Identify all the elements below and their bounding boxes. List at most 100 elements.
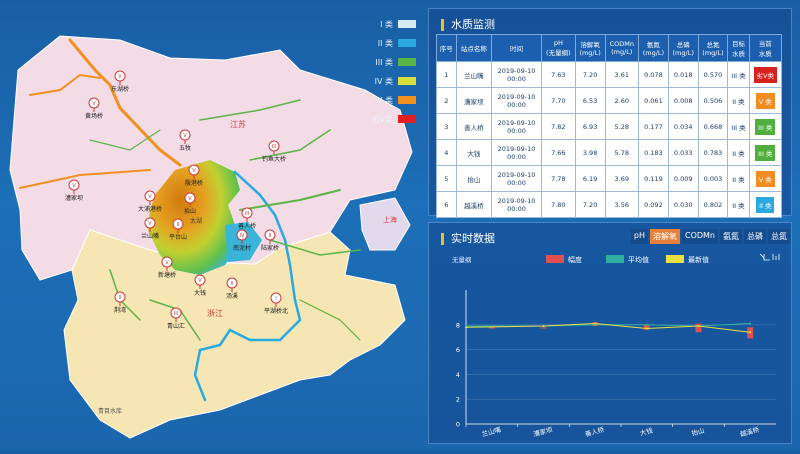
- cell-ph: 7.63: [540, 61, 576, 88]
- current-class-badge: V 类: [755, 92, 775, 109]
- station-marker[interactable]: V 兰山嘴: [141, 217, 159, 240]
- cell-target: II 类: [727, 191, 750, 218]
- tab-氨氮[interactable]: 氨氮: [720, 229, 742, 244]
- table-header-row: 序号 站点名称 时间 pH (无量纲) 溶解氧 (mg/L) CODMn (mg/L) 氨氮 (mg…: [436, 34, 783, 62]
- station-class: V: [72, 183, 76, 189]
- station-class: III: [174, 311, 178, 317]
- station-name: 汤溪: [226, 292, 238, 300]
- station-name: 兰山嘴: [141, 232, 159, 240]
- series-point: [749, 331, 752, 334]
- series-point: [645, 327, 648, 330]
- station-class: V: [118, 74, 122, 80]
- column-header: 当前 水质: [748, 34, 783, 62]
- x-tick-label: 越溪桥: [739, 425, 761, 439]
- table-row[interactable]: 2 漕家坝 2019-09-10 00:00 7.70 6.53 2.60 0.061 0.00…: [436, 87, 783, 114]
- cell-no: 1: [436, 61, 457, 88]
- bar-chart-icon[interactable]: [772, 254, 780, 260]
- column-header: 时间: [491, 34, 542, 62]
- station-class: II: [231, 281, 234, 287]
- cell-target: II 类: [727, 165, 750, 192]
- station-marker[interactable]: II 荆湾: [114, 291, 126, 314]
- station-marker[interactable]: V 黄场桥: [85, 97, 103, 120]
- cell-cod: 5.28: [604, 113, 640, 140]
- station-marker[interactable]: IV 南泥村: [233, 229, 251, 252]
- cell-time: 2019-09-10 00:00: [491, 113, 542, 140]
- cell-tn: 0.783: [697, 139, 729, 166]
- station-marker[interactable]: III 青山汇: [167, 307, 185, 330]
- station-marker[interactable]: V 东湖桥: [111, 70, 129, 93]
- cell-nh: 0.119: [638, 165, 669, 192]
- cell-nh: 0.092: [638, 191, 669, 218]
- table-row[interactable]: 4 大钱 2019-09-10 00:00 7.66 3.98 5.78 0.183 0.033…: [436, 139, 783, 166]
- legend-item: IV 类: [356, 73, 416, 89]
- current-class-badge: 劣V类: [753, 66, 777, 83]
- station-marker[interactable]: I 平湖桥北: [264, 292, 288, 315]
- cell-tn: 0.570: [697, 61, 729, 88]
- cell-target: II 类: [727, 139, 750, 166]
- tab-总氮[interactable]: 总氮: [768, 229, 790, 244]
- station-marker[interactable]: V 五牧: [179, 129, 191, 152]
- station-marker[interactable]: V 殷港桥: [185, 164, 203, 187]
- tab-总磷[interactable]: 总磷: [744, 229, 766, 244]
- station-name: 新塘桥: [158, 271, 176, 279]
- station-name: 东湖桥: [111, 85, 129, 93]
- label-lake: 太湖: [190, 217, 202, 225]
- y-tick-label: 0: [456, 421, 460, 429]
- table-row[interactable]: 1 兰山嘴 2019-09-10 00:00 7.63 7.20 3.61 0.078 0.01…: [436, 61, 783, 88]
- station-class: II: [177, 222, 180, 228]
- line-chart-icon[interactable]: [759, 253, 770, 261]
- station-name: 大钱: [194, 289, 206, 297]
- station-class: V: [148, 194, 152, 200]
- station-name: 陆家桥: [261, 244, 279, 252]
- cell-tp: 0.034: [667, 113, 699, 140]
- table-row[interactable]: 6 越溪桥 2019-09-10 00:00 7.80 7.20 3.56 0.092 0.03…: [436, 191, 783, 218]
- tab-pH[interactable]: pH: [630, 229, 648, 244]
- station-marker[interactable]: II 陆家桥: [261, 229, 279, 252]
- station-marker[interactable]: V 新塘桥: [158, 256, 176, 279]
- cell-tn: 0.668: [697, 113, 729, 140]
- cell-no: 5: [436, 165, 457, 192]
- realtime-chart: 无量纲 幅度 平均值 最新值 0 2 4 6 8 兰山嘴 漕家坝 善人桥 大钱 抬山 越溪桥: [452, 253, 780, 439]
- table-row[interactable]: 5 抬山 2019-09-10 00:00 7.78 6.19 3.69 0.119 0.009…: [436, 165, 783, 192]
- map-panel: 江苏 浙江 上海 太湖 青目水库 V 东湖桥 V 黄场桥 V 五牧 III 钓鱼大桥 V 殷港桥 V…: [0, 0, 420, 450]
- cell-do: 6.19: [574, 165, 606, 192]
- legend-label: III 类: [375, 57, 393, 67]
- x-tick-label: 兰山嘴: [481, 425, 503, 439]
- station-marker[interactable]: V 大钱: [194, 274, 206, 297]
- series-point: [645, 323, 648, 326]
- station-class: II: [119, 295, 122, 301]
- station-class: V: [92, 101, 96, 107]
- taihu-lake: [148, 160, 240, 275]
- station-name: 钓鱼大桥: [262, 155, 286, 163]
- legend-label: V 类: [376, 95, 393, 105]
- chart-legend-label: 最新值: [688, 255, 709, 264]
- tab-溶解氧[interactable]: 溶解氧: [649, 229, 680, 244]
- current-class-badge: III 类: [755, 118, 776, 135]
- station-marker[interactable]: III 善人桥: [238, 207, 256, 230]
- legend-swatch: [398, 96, 416, 104]
- legend-swatch: [398, 20, 416, 28]
- cell-nh: 0.078: [638, 61, 669, 88]
- series-point: [697, 325, 700, 328]
- range-bar: [643, 324, 650, 330]
- cell-current: V 类: [748, 165, 783, 192]
- series-point: [594, 322, 597, 325]
- station-marker[interactable]: II 汤溪: [226, 277, 238, 300]
- cell-cod: 2.60: [604, 87, 640, 114]
- cell-do: 3.98: [574, 139, 606, 166]
- cell-ph: 7.80: [540, 191, 576, 218]
- table-row[interactable]: 3 善人桥 2019-09-10 00:00 7.82 6.93 5.28 0.177 0.03…: [436, 113, 783, 140]
- cell-tp: 0.009: [667, 165, 699, 192]
- station-marker[interactable]: V 抬山: [184, 192, 196, 215]
- cell-name: 兰山嘴: [455, 61, 493, 88]
- station-marker[interactable]: V 大浦港桥: [138, 190, 162, 213]
- label-shanghai: 上海: [383, 215, 397, 224]
- tab-CODMn[interactable]: CODMn: [681, 229, 718, 244]
- station-marker[interactable]: III 钓鱼大桥: [262, 140, 286, 163]
- realtime-title: 实时数据: [441, 233, 495, 245]
- legend-label: II 类: [377, 38, 393, 48]
- station-class: V: [148, 221, 152, 227]
- station-marker[interactable]: II 平台山: [169, 218, 187, 241]
- station-marker[interactable]: V 漕家坝: [65, 179, 83, 202]
